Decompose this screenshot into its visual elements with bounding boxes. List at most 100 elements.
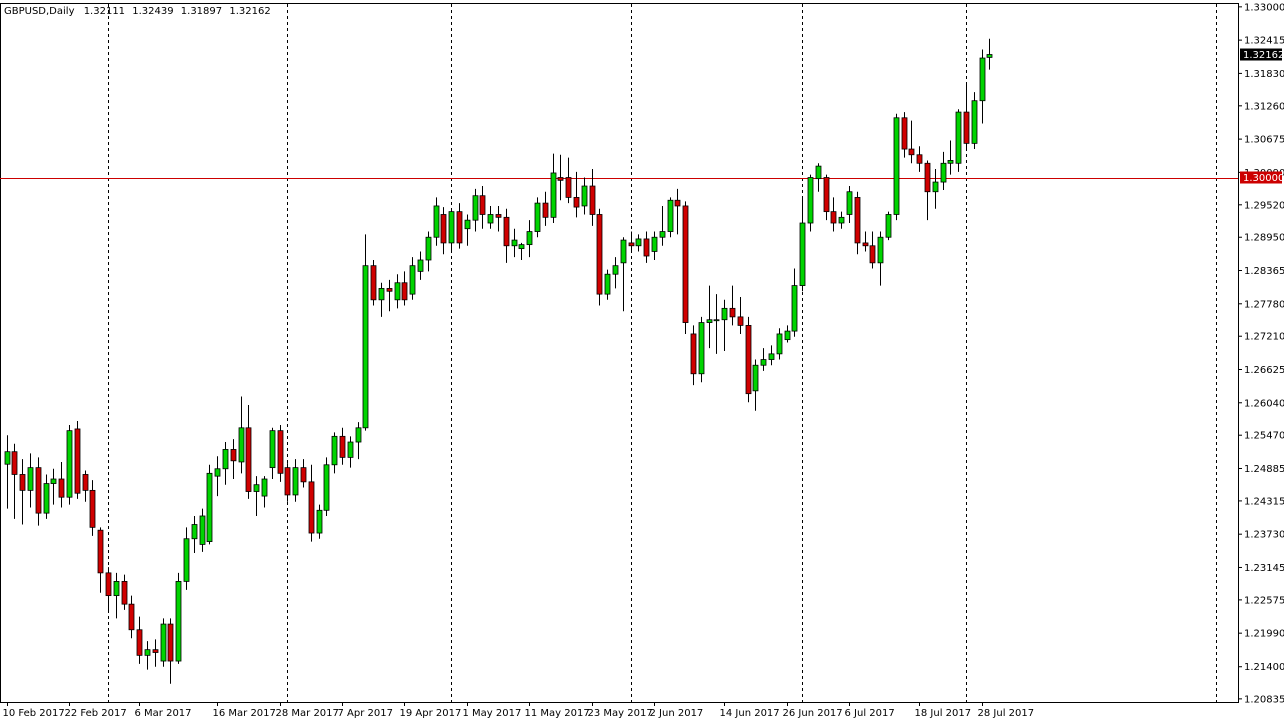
candle-body-bear xyxy=(495,214,502,218)
candle xyxy=(66,424,73,505)
candle xyxy=(152,639,159,667)
candle xyxy=(924,160,931,221)
candle xyxy=(526,220,533,258)
candle xyxy=(620,237,627,312)
candle-body-bull xyxy=(955,111,962,164)
time-tick-label: 23 May 2017 xyxy=(588,708,653,719)
candle xyxy=(277,424,284,482)
price-tick-label: 1.31830 xyxy=(1244,69,1284,80)
candle xyxy=(11,443,18,519)
candle-body-bull xyxy=(635,238,642,247)
candle-body-bear xyxy=(682,205,689,323)
candle xyxy=(323,457,330,516)
time-tick-label: 26 Jun 2017 xyxy=(783,708,843,719)
candle-body-bull xyxy=(4,451,11,465)
candle-body-bull xyxy=(199,515,206,545)
candle-body-bull xyxy=(799,222,806,286)
candle-body-bull xyxy=(815,165,822,180)
candle xyxy=(58,461,65,508)
candle xyxy=(378,282,385,317)
candle xyxy=(472,188,479,232)
candle-body-bull xyxy=(526,231,533,246)
candle-body-bull xyxy=(784,330,791,341)
candle xyxy=(901,112,908,158)
chart-header: GBPUSD,Daily 1.32111 1.32439 1.31897 1.3… xyxy=(4,6,275,17)
candle xyxy=(464,214,471,246)
candle xyxy=(222,442,229,485)
price-tick-label: 1.33000 xyxy=(1244,2,1284,13)
hline-price-label-bg xyxy=(1240,171,1282,184)
candle-body-bear xyxy=(11,451,18,475)
candle xyxy=(791,268,798,337)
candle xyxy=(253,476,260,516)
price-tick-label: 1.26625 xyxy=(1244,365,1284,376)
candle xyxy=(355,422,362,460)
candle xyxy=(394,274,401,309)
time-tick-label: 28 Mar 2017 xyxy=(276,708,339,719)
candle xyxy=(456,203,463,249)
candle xyxy=(503,208,510,263)
candle xyxy=(417,251,424,280)
candle xyxy=(612,257,619,289)
candle-body-bull xyxy=(721,307,728,321)
candle xyxy=(19,459,26,525)
candle xyxy=(581,177,588,215)
price-tick-label: 1.22575 xyxy=(1244,595,1284,606)
candle xyxy=(768,345,775,366)
candle-body-bear xyxy=(823,177,830,213)
candle xyxy=(635,234,642,252)
candle xyxy=(628,231,635,252)
candle xyxy=(82,470,89,502)
candle-body-bull xyxy=(50,478,57,484)
candle-body-bear xyxy=(19,474,26,491)
candle-body-bull xyxy=(425,236,432,261)
candle xyxy=(573,171,580,218)
price-tick-label: 1.24885 xyxy=(1244,464,1284,475)
candle-body-bull xyxy=(433,205,440,238)
price-tick-label: 1.29520 xyxy=(1244,200,1284,211)
candle-body-bear xyxy=(277,430,284,474)
candle-body-bull xyxy=(511,239,518,247)
current-price-label-bg xyxy=(1240,48,1282,61)
candle-body-bull xyxy=(986,54,993,58)
candle xyxy=(690,325,697,386)
candle-body-bull xyxy=(160,623,167,662)
candle-body-bull xyxy=(253,484,260,492)
candle-body-bear xyxy=(167,623,174,662)
candle xyxy=(495,205,502,232)
time-tick-label: 22 Feb 2017 xyxy=(65,708,127,719)
candle xyxy=(955,109,962,172)
candle xyxy=(651,231,658,260)
candle-body-bull xyxy=(222,449,229,470)
candle xyxy=(191,515,198,553)
candle-body-bull xyxy=(378,288,385,301)
candle-body-bull xyxy=(550,172,557,218)
candle xyxy=(550,153,557,224)
candle xyxy=(97,527,104,593)
candle-body-bear xyxy=(245,427,252,492)
candle xyxy=(511,228,518,258)
candle-body-bull xyxy=(791,285,798,332)
candle xyxy=(269,427,276,480)
candle xyxy=(206,464,213,545)
candle xyxy=(823,174,830,221)
candle xyxy=(183,527,190,590)
candle xyxy=(113,572,120,619)
candle xyxy=(885,211,892,241)
candle xyxy=(409,257,416,300)
time-tick-label: 11 May 2017 xyxy=(525,708,590,719)
time-tick-label: 14 Jun 2017 xyxy=(720,708,780,719)
price-tick-label: 1.28365 xyxy=(1244,266,1284,277)
candle-body-bear xyxy=(557,177,564,181)
candle xyxy=(448,208,455,252)
candle-body-bull xyxy=(191,524,198,540)
candle-body-bull xyxy=(651,236,658,252)
candle xyxy=(838,211,845,229)
candle xyxy=(713,294,720,354)
candle-body-bull xyxy=(940,162,947,183)
candle-body-bear xyxy=(152,649,159,653)
candle-body-bull xyxy=(620,239,627,264)
price-tick-label: 1.30675 xyxy=(1244,135,1284,146)
